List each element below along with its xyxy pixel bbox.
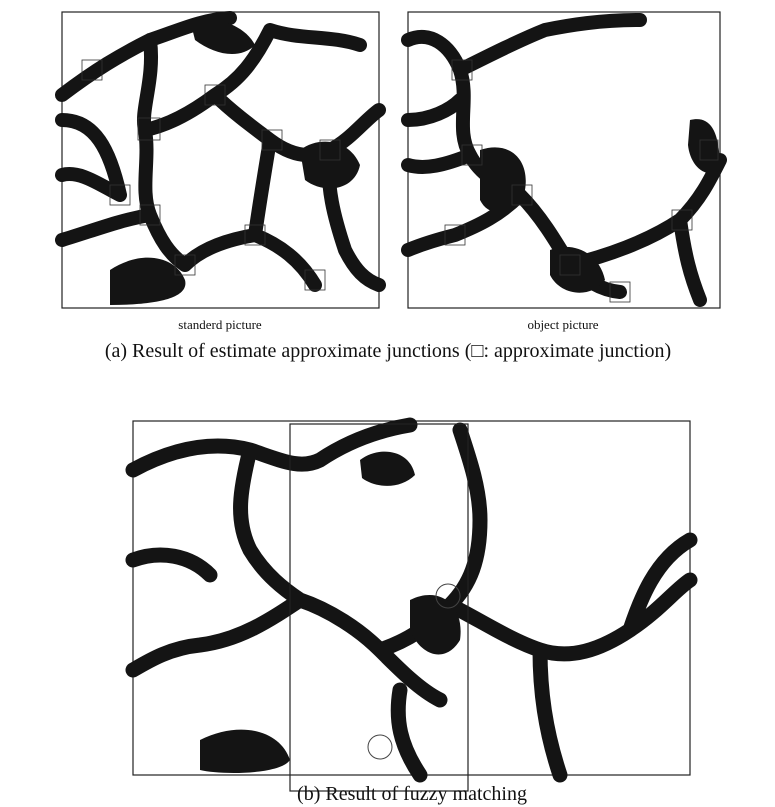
standard-picture — [62, 12, 379, 308]
left-label: standerd picture — [178, 317, 262, 332]
matching-picture — [133, 421, 690, 791]
right-label: object picture — [527, 317, 598, 332]
figure: standerd picture object picture (a) Resu… — [0, 0, 775, 807]
caption-a: (a) Result of estimate approximate junct… — [105, 340, 671, 362]
page: {"figure_a": {"left_label": "standerd pi… — [0, 0, 775, 807]
caption-b: (b) Result of fuzzy matching — [297, 783, 527, 805]
object-picture — [408, 12, 720, 308]
